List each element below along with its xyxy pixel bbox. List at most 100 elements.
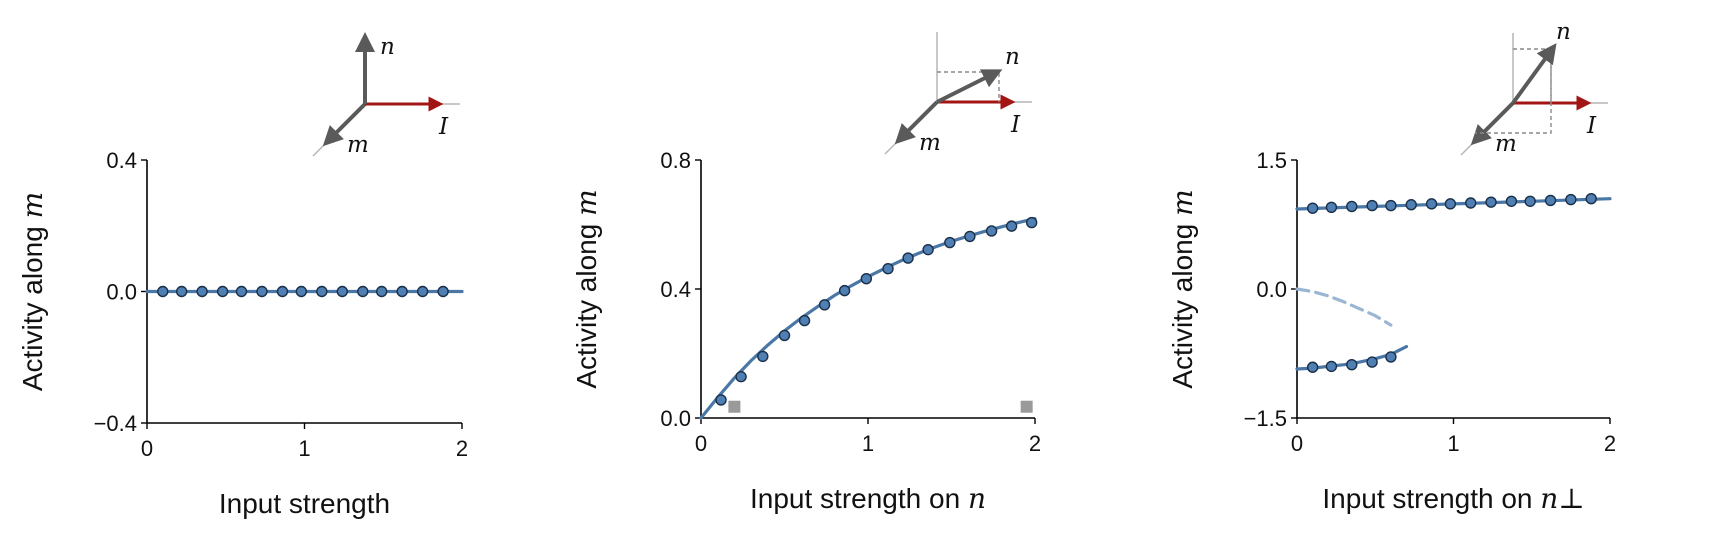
x-axis-label: Input strength [219, 488, 390, 519]
data-point [1485, 196, 1497, 208]
y-tick-label: 0.0 [660, 406, 691, 431]
data-point [985, 225, 998, 237]
data-point [1366, 356, 1378, 368]
data-point [1405, 199, 1417, 211]
inset-label-m: m [919, 130, 941, 156]
data-point [1325, 201, 1338, 214]
vector-m [894, 100, 939, 145]
data-point [1585, 192, 1597, 205]
model-line [699, 217, 1037, 420]
data-point [757, 350, 769, 363]
data-point [295, 285, 308, 298]
data-point [1385, 199, 1397, 212]
x-tick-label: 1 [1447, 431, 1459, 456]
data-point [1425, 198, 1438, 210]
data-point [1565, 193, 1577, 206]
vector-n [1511, 43, 1557, 105]
x-axis-label: Input strength on n [750, 482, 986, 515]
data-point [944, 236, 956, 249]
data-point [235, 285, 248, 298]
x-tick-label: 2 [1604, 431, 1616, 456]
vector-m [322, 102, 367, 147]
data-point [838, 284, 851, 297]
data-point [256, 285, 268, 298]
data-point [1005, 220, 1018, 232]
data-point [437, 285, 449, 298]
vector-n [936, 69, 1003, 104]
y-tick-label: −0.4 [94, 411, 137, 436]
data-point [860, 272, 873, 285]
data-point [1306, 361, 1319, 373]
x-tick-label: 2 [1029, 431, 1041, 456]
square-marker [728, 400, 741, 413]
x-axis-label: Input strength on n⊥ [1322, 482, 1584, 515]
data-point [964, 230, 976, 243]
data-point [1346, 200, 1358, 213]
data-point [778, 329, 791, 342]
x-tick-label: 1 [862, 431, 874, 456]
data-point [1325, 360, 1338, 373]
inset-label-m: m [347, 132, 369, 158]
inset-vector-diagram: n m I [312, 32, 460, 158]
x-tick-label: 0 [695, 431, 707, 456]
data-point [1465, 197, 1477, 209]
y-axis-label: Activity along m [1166, 189, 1199, 388]
data-point [882, 262, 894, 275]
data-point [416, 285, 429, 298]
inset-label-m: m [1495, 131, 1517, 157]
data-point [735, 371, 747, 383]
data-point [1505, 195, 1518, 207]
y-tick-label: 0.4 [660, 277, 691, 302]
inset-label-n: n [1005, 44, 1020, 70]
y-tick-label: 0.8 [660, 148, 691, 173]
data-point [396, 285, 408, 298]
unstable-branch-line [1295, 287, 1393, 327]
projection-guide [1475, 48, 1552, 134]
data-point [798, 314, 811, 327]
x-tick-label: 1 [298, 436, 310, 461]
data-point [1366, 199, 1378, 212]
inset-label-I: I [1586, 113, 1597, 139]
data-point [336, 285, 348, 298]
y-tick-label: 0.4 [106, 148, 137, 173]
data-point [216, 285, 229, 298]
data-point [1385, 351, 1397, 363]
y-tick-label: 0.0 [1256, 277, 1287, 302]
data-point [375, 285, 388, 298]
y-tick-label: 0.0 [106, 280, 137, 305]
square-marker [1020, 400, 1033, 413]
inset-vector-diagram: n m I [1460, 19, 1608, 157]
data-point [276, 285, 289, 298]
data-point [157, 285, 169, 298]
data-point [715, 394, 727, 406]
inset-label-n: n [1556, 19, 1571, 45]
y-axis-label: Activity along m [570, 189, 603, 388]
chart-panel-middle: 0 1 2 0.0 0.4 0.8 Input strength on n Activity … [570, 32, 1041, 515]
y-tick-label: −1.5 [1244, 406, 1287, 431]
data-point [1346, 358, 1358, 371]
y-axis-label: Activity along m [16, 192, 49, 391]
x-tick-label: 0 [141, 436, 153, 461]
inset-label-I: I [1010, 112, 1021, 138]
data-point [1544, 194, 1557, 207]
data-point [1524, 195, 1536, 207]
data-point [175, 285, 188, 298]
data-point [357, 285, 369, 298]
data-point [316, 285, 328, 298]
data-point [1444, 198, 1457, 210]
data-point [1025, 216, 1038, 229]
chart-panel-left: 0 1 2 −0.4 0.0 0.4 Input strength Activity alon… [16, 32, 468, 519]
inset-label-n: n [380, 34, 395, 60]
vector-m [1470, 101, 1515, 146]
data-point [922, 243, 934, 256]
inset-vector-diagram: n m I [884, 32, 1032, 156]
data-point [902, 252, 914, 264]
data-point [1306, 202, 1319, 214]
data-point [818, 299, 831, 311]
x-tick-label: 0 [1291, 431, 1303, 456]
chart-panel-right: 0 1 2 −1.5 0.0 1.5 Input strength on n⊥ Activit… [1166, 19, 1616, 515]
x-tick-label: 2 [456, 436, 468, 461]
inset-label-I: I [438, 114, 449, 140]
data-point [196, 285, 208, 298]
